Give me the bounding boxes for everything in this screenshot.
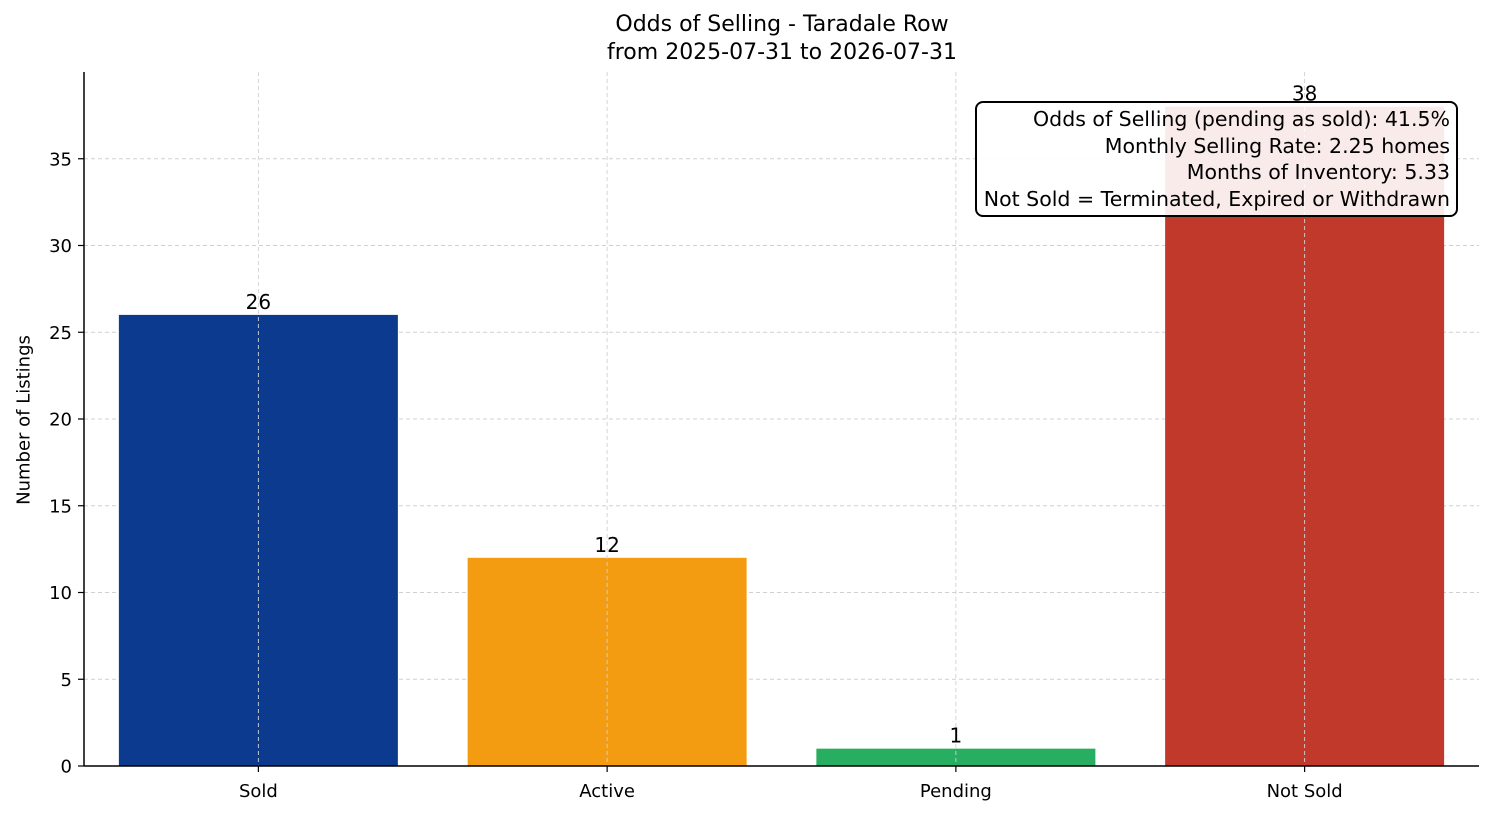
stats-odds-of-selling: Odds of Selling (pending as sold): 41.5% <box>1033 107 1450 131</box>
x-tick-label: Active <box>579 781 635 802</box>
bar-value-label: 26 <box>246 290 271 314</box>
y-tick-label: 30 <box>49 236 72 257</box>
x-tick-label: Not Sold <box>1267 781 1343 802</box>
stats-annotation-box: Odds of Selling (pending as sold): 41.5%… <box>974 101 1458 217</box>
y-tick-label: 20 <box>49 410 72 431</box>
chart-title: Odds of Selling - Taradale Row <box>615 12 949 37</box>
x-axis-ticks: Sold Active Pending Not Sold <box>239 766 1343 802</box>
y-tick-label: 5 <box>61 670 72 691</box>
chart-subtitle: from 2025-07-31 to 2026-07-31 <box>607 40 957 65</box>
bar-value-label: 1 <box>950 724 963 748</box>
y-tick-label: 0 <box>61 757 72 778</box>
x-tick-label: Sold <box>239 781 278 802</box>
y-tick-label: 10 <box>49 583 72 604</box>
bar-pending <box>816 748 1096 766</box>
y-tick-label: 25 <box>49 323 72 344</box>
y-axis-ticks: 0 5 10 15 20 25 30 35 <box>49 149 84 778</box>
stats-months-of-inventory: Months of Inventory: 5.33 <box>1186 160 1450 184</box>
y-tick-label: 15 <box>49 496 72 517</box>
stats-monthly-selling-rate: Monthly Selling Rate: 2.25 homes <box>1104 133 1450 158</box>
y-tick-label: 35 <box>49 149 72 170</box>
bar-value-label: 12 <box>594 533 619 557</box>
stats-not-sold-definition: Not Sold = Terminated, Expired or Withdr… <box>983 186 1450 211</box>
x-tick-label: Pending <box>920 781 992 802</box>
